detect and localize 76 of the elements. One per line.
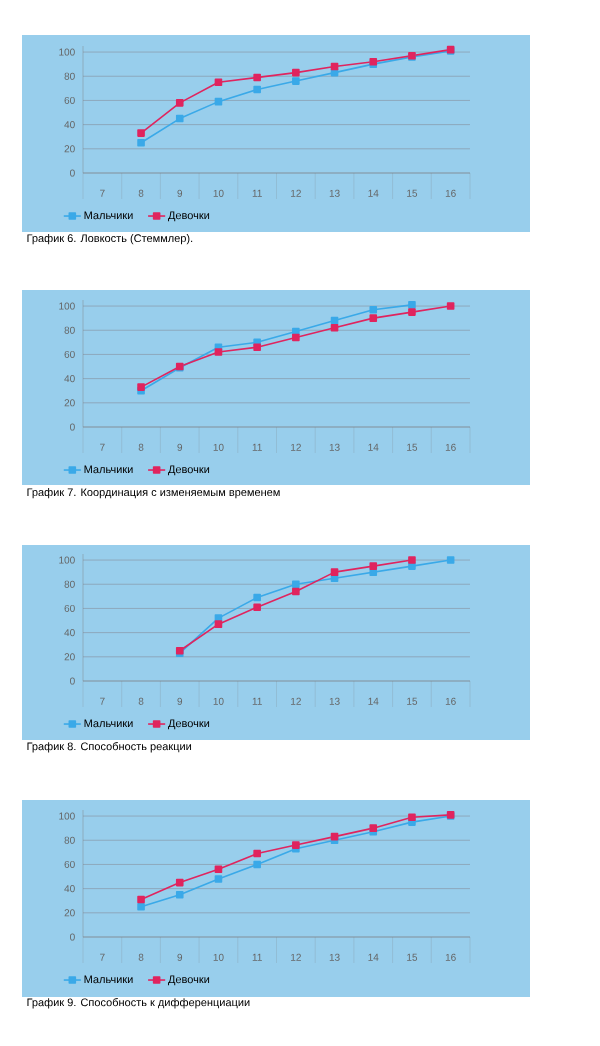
y-tick-label: 0 bbox=[70, 677, 75, 685]
x-tick-label: 7 bbox=[100, 953, 105, 961]
x-tick-label: 8 bbox=[138, 443, 144, 451]
x-tick-label: 12 bbox=[291, 189, 301, 197]
x-tick-label: 14 bbox=[368, 697, 379, 705]
y-tick-label: 20 bbox=[64, 909, 75, 917]
x-tick-label: 16 bbox=[445, 953, 456, 961]
x-tick-label: 15 bbox=[407, 443, 418, 451]
x-tick-label: 10 bbox=[213, 953, 224, 961]
y-tick-label: 40 bbox=[64, 121, 75, 129]
x-tick-label: 12 bbox=[291, 953, 301, 961]
x-tick-label: 16 bbox=[445, 189, 456, 197]
y-tick-label: 60 bbox=[64, 604, 75, 612]
x-tick-label: 7 bbox=[100, 443, 105, 451]
y-tick-label: 80 bbox=[64, 326, 75, 334]
x-tick-label: 10 bbox=[213, 189, 224, 197]
x-tick-label: 15 bbox=[407, 953, 418, 961]
y-tick-label: 40 bbox=[64, 885, 75, 893]
y-tick-label: 60 bbox=[64, 350, 75, 358]
y-tick-label: 80 bbox=[64, 580, 75, 588]
x-tick-label: 14 bbox=[368, 953, 379, 961]
text: График 9. Способность к дифференциации bbox=[27, 998, 250, 1009]
x-tick-label: 16 bbox=[445, 697, 456, 705]
x-tick-label: 14 bbox=[368, 189, 379, 197]
x-tick-label: 11 bbox=[252, 189, 262, 197]
y-tick-label: 20 bbox=[64, 399, 75, 407]
y-tick-label: 60 bbox=[64, 96, 75, 104]
y-tick-label: 20 bbox=[64, 653, 75, 661]
y-tick-label: 80 bbox=[64, 72, 75, 80]
x-tick-label: 9 bbox=[177, 189, 183, 197]
legend-label: Девочки bbox=[168, 211, 210, 222]
x-tick-label: 16 bbox=[445, 443, 456, 451]
x-tick-label: 11 bbox=[252, 953, 262, 961]
y-tick-label: 40 bbox=[64, 375, 75, 383]
y-tick-label: 100 bbox=[59, 48, 75, 56]
y-tick-label: 80 bbox=[64, 836, 75, 844]
text: График 8. Способность реакции bbox=[27, 742, 192, 753]
y-tick-label: 40 bbox=[64, 629, 75, 637]
x-tick-label: 7 bbox=[100, 189, 105, 197]
y-tick-label: 100 bbox=[59, 302, 75, 310]
legend-label: Мальчики bbox=[84, 719, 133, 728]
x-tick-label: 14 bbox=[368, 443, 379, 451]
y-tick-label: 100 bbox=[59, 556, 75, 564]
x-tick-label: 7 bbox=[100, 697, 105, 705]
x-tick-label: 8 bbox=[138, 189, 144, 197]
x-tick-label: 13 bbox=[329, 697, 340, 705]
x-tick-label: 11 bbox=[252, 443, 262, 451]
legend-label: Девочки bbox=[168, 975, 210, 986]
text: График 6. Ловкость (Стеммлер). bbox=[27, 234, 193, 245]
y-tick-label: 20 bbox=[64, 145, 75, 153]
y-tick-label: 0 bbox=[70, 169, 75, 177]
x-tick-label: 15 bbox=[407, 697, 418, 705]
y-tick-label: 60 bbox=[64, 860, 75, 868]
legend-label: Мальчики bbox=[84, 465, 133, 474]
x-tick-label: 8 bbox=[138, 697, 144, 705]
x-tick-label: 13 bbox=[329, 189, 340, 197]
x-tick-label: 12 bbox=[291, 443, 301, 451]
x-tick-label: 12 bbox=[291, 697, 301, 705]
legend-label: Мальчики bbox=[84, 211, 133, 220]
text: График 7. Координация с изменяемым временем bbox=[27, 488, 280, 499]
x-tick-label: 9 bbox=[177, 443, 183, 451]
legend-label: Девочки bbox=[168, 719, 210, 730]
x-tick-label: 15 bbox=[407, 189, 418, 197]
legend-label: Девочки bbox=[168, 465, 210, 476]
x-tick-label: 13 bbox=[329, 443, 340, 451]
x-tick-label: 8 bbox=[138, 953, 144, 961]
x-tick-label: 11 bbox=[252, 697, 262, 705]
y-tick-label: 0 bbox=[70, 423, 75, 431]
x-tick-label: 9 bbox=[177, 953, 183, 961]
x-tick-label: 13 bbox=[329, 953, 340, 961]
x-tick-label: 9 bbox=[177, 697, 183, 705]
x-tick-label: 10 bbox=[213, 697, 224, 705]
legend-label: Мальчики bbox=[84, 975, 133, 984]
y-tick-label: 0 bbox=[70, 933, 75, 941]
y-tick-label: 100 bbox=[59, 812, 75, 820]
x-tick-label: 10 bbox=[213, 443, 224, 451]
